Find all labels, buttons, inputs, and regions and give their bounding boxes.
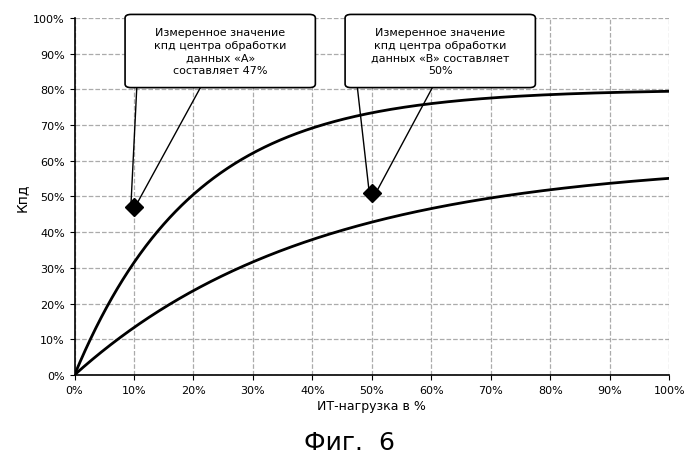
X-axis label: ИТ-нагрузка в %: ИТ-нагрузка в % [317, 399, 426, 412]
FancyBboxPatch shape [125, 16, 316, 89]
Y-axis label: Кпд: Кпд [15, 183, 29, 211]
Text: Фиг.  6: Фиг. 6 [304, 431, 395, 454]
FancyBboxPatch shape [345, 16, 536, 89]
Text: Измеренное значение
кпд центра обработки
данных «B» составляет
50%: Измеренное значение кпд центра обработки… [371, 28, 510, 75]
Text: Измеренное значение
кпд центра обработки
данных «A»
составляет 47%: Измеренное значение кпд центра обработки… [154, 28, 286, 75]
